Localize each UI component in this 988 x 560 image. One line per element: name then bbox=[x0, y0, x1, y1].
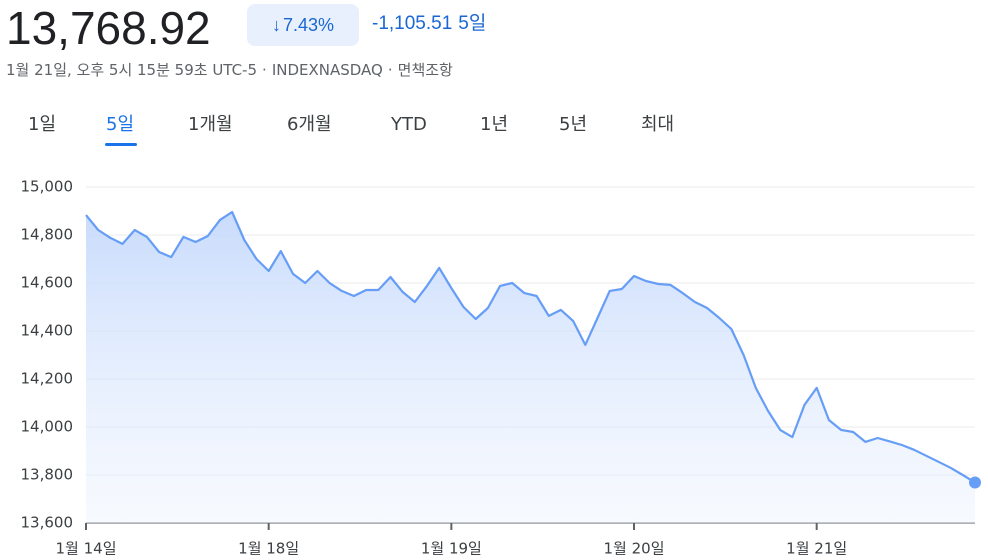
range-tab[interactable]: 1개월 bbox=[188, 114, 233, 135]
exchange: INDEXNASDAQ bbox=[271, 61, 383, 79]
y-tick-label: 14,800 bbox=[21, 226, 74, 244]
y-tick-label: 13,800 bbox=[21, 466, 74, 484]
range-tab[interactable]: 최대 bbox=[641, 114, 675, 135]
x-tick-label: 1월 18일 bbox=[238, 540, 299, 558]
down-arrow: ↓ bbox=[271, 14, 281, 35]
change-period: 5일 bbox=[458, 13, 487, 34]
timestamp: 1월 21일, 오후 5시 15분 59초 UTC-5 bbox=[6, 61, 258, 79]
y-tick-label: 14,200 bbox=[21, 370, 74, 388]
change-value: -1,105.51 bbox=[372, 13, 453, 34]
last-point bbox=[969, 476, 981, 489]
range-tabs: 1일 5일 1개월 6개월 YTD 1년 5년 최대 bbox=[0, 108, 988, 148]
subtitle: 1월 21일, 오후 5시 15분 59초 UTC-5 · INDEXNASDAQ ·… bbox=[6, 61, 453, 79]
change-percent: 7.43% bbox=[282, 14, 335, 35]
y-tick-label: 14,000 bbox=[21, 418, 74, 436]
change-badge: ↓ 7.43% bbox=[247, 4, 359, 46]
range-tab[interactable]: YTD bbox=[391, 114, 427, 135]
x-tick-label: 1월 19일 bbox=[421, 540, 482, 558]
line bbox=[85, 210, 976, 484]
range-tab[interactable]: 6개월 bbox=[287, 114, 332, 135]
x-tick-label: 1월 14일 bbox=[56, 540, 117, 558]
range-tab[interactable]: 5일 bbox=[104, 108, 138, 146]
x-tick-label: 1월 20일 bbox=[604, 540, 665, 558]
range-tab[interactable]: 5년 bbox=[559, 114, 588, 135]
y-tick-label: 13,600 bbox=[21, 514, 74, 532]
y-tick-label: 14,600 bbox=[21, 274, 74, 292]
area bbox=[86, 212, 975, 523]
disclaimer-link[interactable]: 면책조항 bbox=[397, 61, 453, 79]
price: 13,768.92 bbox=[6, 2, 211, 54]
change: -1,105.51 5일 bbox=[372, 8, 486, 40]
range-tab[interactable]: 1일 bbox=[28, 114, 57, 135]
y-tick-label: 15,000 bbox=[21, 178, 74, 196]
y-tick-label: 14,400 bbox=[21, 322, 74, 340]
range-tab[interactable]: 1년 bbox=[480, 114, 509, 135]
x-tick-label: 1월 21일 bbox=[786, 540, 847, 558]
